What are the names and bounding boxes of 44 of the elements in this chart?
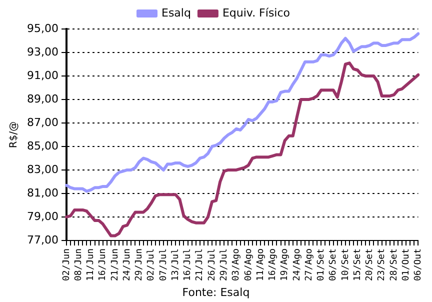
- x-tick-label: 01/Set: [316, 248, 327, 282]
- x-tick-label: 11/Jun: [86, 248, 96, 282]
- x-tick-label: 02/Jul: [146, 248, 157, 282]
- legend-label: Esalq: [161, 6, 191, 20]
- y-tick-label: 81,00: [26, 186, 58, 200]
- y-tick-label: 87,00: [26, 116, 58, 129]
- x-tick-label: 11/Ago: [256, 248, 266, 282]
- x-tick-label: 03/Ago: [232, 248, 242, 282]
- x-tick-label: 13/Jul: [170, 248, 181, 282]
- y-tick-label: 93,00: [26, 45, 58, 58]
- y-tick-label: 91,00: [26, 68, 58, 82]
- legend-label: Equiv. Físico: [222, 6, 290, 20]
- x-tick-label: 07/Jul: [158, 248, 169, 282]
- x-tick-label: 08/Jun: [74, 248, 84, 282]
- x-tick-label: 16/Ago: [268, 248, 278, 282]
- y-axis-title: R$/@: [8, 121, 20, 148]
- x-tick-label: 20/Set: [365, 248, 376, 282]
- x-tick-label: 23/Set: [377, 248, 388, 282]
- x-tick-label: 28/Set: [389, 248, 400, 282]
- x-tick-label: 10/Set: [340, 248, 351, 282]
- y-tick-label: 79,00: [26, 210, 58, 223]
- y-tick-label: 89,00: [26, 92, 58, 106]
- x-tick-label: 24/Ago: [292, 248, 302, 282]
- x-tick-label: 27/Ago: [304, 248, 314, 282]
- x-tick-label: 01/Out: [401, 248, 412, 282]
- x-tick-label: 21/Jul: [195, 248, 206, 282]
- x-tick-label: 06/Out: [414, 248, 424, 282]
- y-tick-label: 77,00: [26, 233, 58, 246]
- x-tick-label: 19/Ago: [280, 248, 290, 282]
- x-tick-label: 29/Jun: [134, 248, 145, 282]
- x-tick-label: 16/Jun: [98, 248, 108, 282]
- x-tick-label: 15/Set: [352, 248, 363, 282]
- x-tick-label: 06/Set: [328, 248, 339, 282]
- x-tick-label: 24/Jun: [122, 248, 132, 282]
- x-tick-label: 16/Jul: [183, 248, 194, 282]
- y-tick-label: 95,00: [26, 22, 58, 35]
- x-tick-label: 29/Jul: [219, 248, 230, 282]
- x-tick-label: 06/Ago: [244, 248, 254, 282]
- y-tick-label: 83,00: [26, 162, 58, 176]
- y-tick-label: 85,00: [26, 139, 58, 152]
- x-tick-label: 21/Jun: [110, 248, 120, 282]
- source-note: Fonte: Esalq: [181, 286, 251, 299]
- x-tick-label: 02/Jun: [62, 248, 72, 282]
- x-tick-label: 26/Jul: [207, 248, 218, 282]
